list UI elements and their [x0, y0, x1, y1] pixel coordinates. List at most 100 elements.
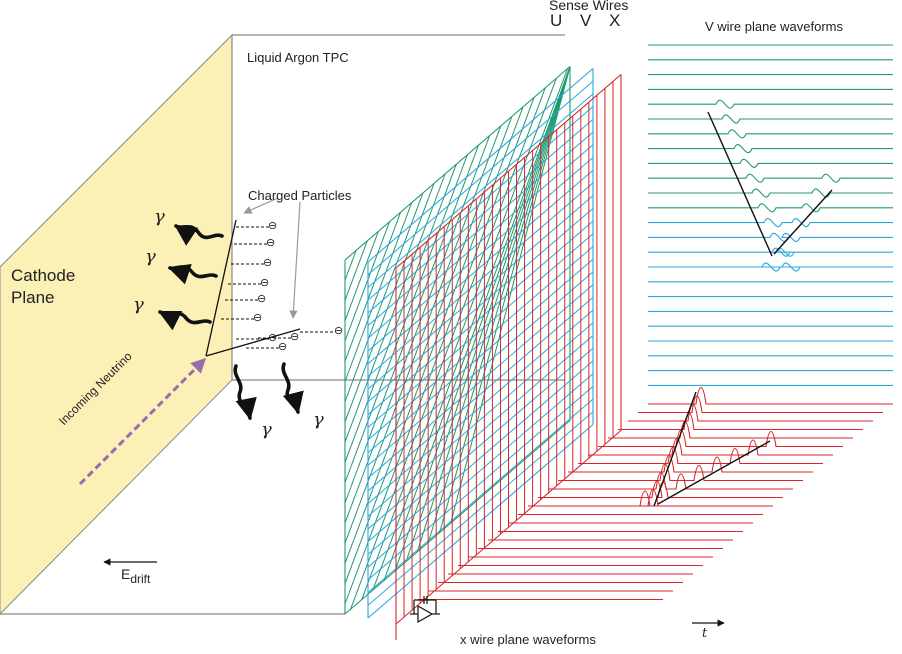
sense-wire	[367, 182, 594, 377]
sense-wire	[367, 131, 594, 326]
sense-wire	[344, 202, 413, 382]
edrift-label: Edrift	[121, 566, 150, 586]
charged-particles-label: Charged Particles	[248, 188, 352, 203]
sense-wire	[367, 284, 594, 479]
tpc-title: Liquid Argon TPC	[247, 50, 349, 65]
sense-wire	[367, 322, 594, 517]
v-waveform	[648, 203, 893, 213]
x-waveform	[528, 488, 773, 507]
x-waveform	[638, 395, 883, 414]
cathode-plane-word: Plane	[11, 288, 55, 307]
edrift-main: E	[121, 566, 131, 582]
electron-symbol: ⊖	[266, 237, 276, 249]
gamma-rays	[158, 224, 304, 421]
plane-edge	[367, 68, 594, 263]
sense-wire	[367, 207, 594, 403]
sense-wire	[367, 398, 594, 593]
plane-edge	[344, 66, 571, 261]
sense-wire	[344, 135, 491, 524]
v-waveform	[648, 99, 893, 109]
sense-wire	[367, 144, 594, 339]
electron-symbol: ⊖	[334, 325, 344, 337]
sense-wire	[416, 66, 571, 552]
gamma-label-3: γ	[133, 294, 144, 315]
x-waveform	[648, 386, 893, 405]
electron-symbol: ⊖	[253, 312, 263, 324]
sense-wire	[367, 169, 594, 365]
x-wire-waveforms	[418, 386, 893, 601]
x-waveform	[548, 471, 793, 490]
sense-wire	[361, 78, 557, 600]
sense-wire	[344, 231, 379, 321]
x-waveform	[588, 437, 833, 456]
x-waveform	[628, 403, 873, 422]
gamma-label-4: γ	[261, 419, 272, 440]
incoming-neutrino-arrow	[78, 357, 207, 486]
gamma-ray-1	[174, 224, 224, 246]
gamma-ray-4	[233, 364, 257, 421]
plane-edge	[344, 420, 571, 615]
sense-wire	[344, 183, 435, 423]
plane-u-label: U	[550, 11, 563, 30]
sense-wire	[367, 157, 594, 352]
v-waveforms-title: V wire plane waveforms	[705, 19, 843, 34]
v-wire-plane	[367, 68, 594, 619]
sense-wire	[367, 246, 594, 441]
electron-symbol: ⊖	[278, 341, 288, 353]
v-waveform	[648, 114, 893, 124]
sense-wire	[450, 66, 571, 524]
electron-symbol: ⊖	[290, 331, 300, 343]
sense-wire	[367, 106, 594, 301]
gamma-label-1: γ	[154, 206, 165, 227]
sense-wire	[372, 68, 568, 591]
electron-symbol: ⊖	[268, 220, 278, 232]
sense-wire	[344, 211, 402, 362]
v-waveform	[648, 262, 893, 272]
plane-v-label: V	[580, 11, 592, 30]
sense-wire	[367, 335, 594, 530]
drift-electrons	[221, 226, 336, 349]
electron-symbol: ⊖	[263, 257, 273, 269]
sense-wire	[344, 97, 535, 605]
sense-wire	[367, 373, 594, 568]
electron-symbol: ⊖	[260, 277, 270, 289]
sense-wire	[367, 220, 594, 415]
sense-wire	[344, 173, 446, 443]
sense-wire	[344, 250, 357, 281]
gamma-label-2: γ	[145, 246, 156, 267]
x-waveforms-title: x wire plane waveforms	[460, 632, 596, 647]
plane-edge	[367, 424, 594, 619]
sense-wire	[344, 164, 457, 463]
sense-wire	[367, 360, 594, 555]
x-waveform	[578, 446, 823, 465]
sense-wire	[367, 296, 594, 492]
v-waveform	[648, 218, 893, 228]
sense-wire	[367, 80, 594, 276]
waveform-tracks	[653, 111, 833, 507]
sense-wire	[367, 233, 594, 428]
v-waveform	[648, 247, 893, 257]
preamp-icon	[410, 596, 440, 624]
sense-wire	[367, 271, 594, 466]
gamma-label-5: γ	[313, 409, 324, 430]
particle-tracks	[205, 219, 301, 357]
sense-wire	[367, 93, 594, 288]
gamma-ray-2	[167, 263, 218, 285]
v-waveform	[648, 188, 893, 198]
sense-wire	[344, 240, 368, 301]
sense-wire	[344, 221, 390, 342]
sense-wire	[367, 385, 594, 581]
charged-particle-pointers	[243, 197, 301, 319]
cathode-plane	[0, 33, 233, 615]
sense-wire	[344, 192, 424, 402]
sense-wire	[367, 118, 594, 314]
v-waveform	[648, 144, 893, 154]
sense-wire	[405, 66, 571, 562]
v-waveform	[648, 232, 893, 242]
sense-wire	[367, 195, 594, 390]
sense-wire	[367, 258, 594, 454]
sense-wire	[367, 309, 594, 504]
v-waveform	[648, 158, 893, 168]
sense-wire	[383, 66, 571, 581]
